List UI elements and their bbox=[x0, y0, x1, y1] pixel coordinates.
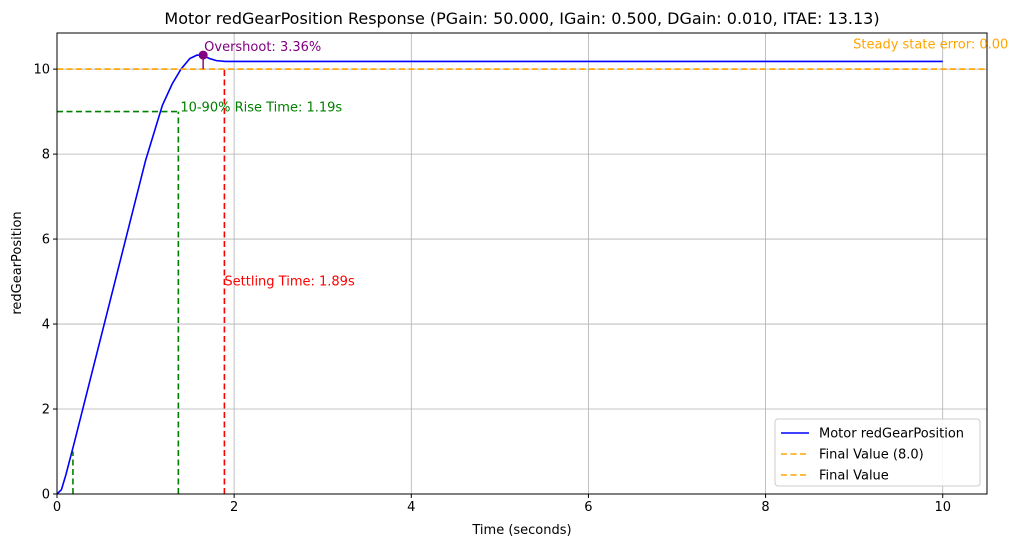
reference-lines bbox=[57, 69, 226, 494]
annotation-label: Steady state error: 0.00 bbox=[853, 38, 1008, 53]
legend-box bbox=[774, 418, 981, 487]
x-axis-ticks: 0 2 4 6 8 10 bbox=[53, 494, 951, 515]
annotation-label: 10-90% Rise Time: 1.19s bbox=[180, 101, 342, 116]
x-axis-label: Time (seconds) bbox=[471, 523, 571, 538]
x-tick-label: 6 bbox=[584, 500, 592, 515]
legend: Motor redGearPosition Final Value (8.0) Fi… bbox=[774, 418, 981, 487]
x-tick-label: 4 bbox=[407, 500, 415, 515]
y-tick-label: 8 bbox=[42, 148, 50, 163]
y-axis-ticks: 0 2 4 6 8 10 bbox=[33, 63, 57, 503]
y-tick-label: 4 bbox=[42, 318, 50, 333]
chart-title: Motor redGearPosition Response (PGain: 5… bbox=[164, 9, 879, 28]
annotation-label: Settling Time: 1.89s bbox=[224, 275, 355, 290]
plot-frame bbox=[56, 32, 988, 495]
y-tick-label: 6 bbox=[42, 233, 50, 248]
legend-label: Final Value bbox=[819, 469, 889, 484]
annotations: Overshoot: 3.36% 10-90% Rise Time: 1.19s S… bbox=[180, 38, 1008, 290]
x-tick-label: 0 bbox=[53, 500, 61, 515]
y-axis-label: redGearPosition bbox=[10, 211, 25, 314]
x-tick-label: 8 bbox=[761, 500, 769, 515]
markers bbox=[198, 50, 208, 70]
legend-label: Final Value (8.0) bbox=[819, 448, 924, 463]
y-tick-label: 2 bbox=[42, 403, 50, 418]
y-tick-label: 0 bbox=[42, 488, 50, 503]
x-tick-label: 10 bbox=[934, 500, 951, 515]
y-tick-label: 10 bbox=[33, 63, 50, 78]
annotation-label: Overshoot: 3.36% bbox=[204, 40, 321, 55]
x-tick-label: 2 bbox=[230, 500, 238, 515]
legend-label: Motor redGearPosition bbox=[819, 427, 964, 442]
overshoot-marker bbox=[198, 50, 208, 60]
